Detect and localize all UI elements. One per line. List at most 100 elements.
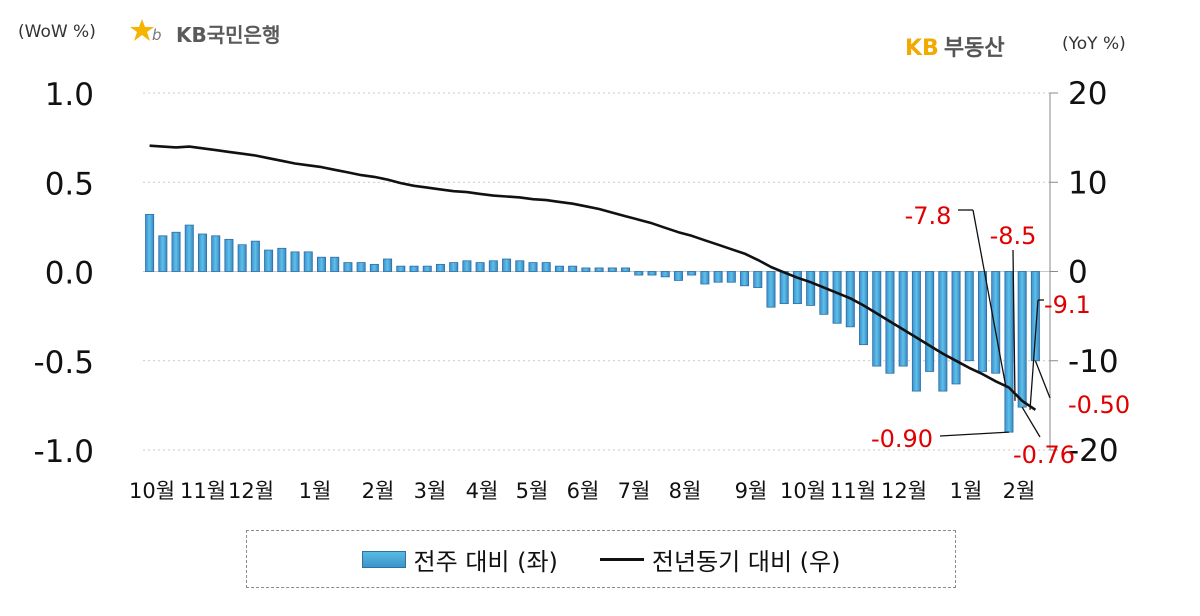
- bar: [264, 249, 274, 272]
- left-tick-label: 1.0: [45, 77, 94, 113]
- bar: [277, 247, 287, 272]
- bar: [422, 265, 432, 272]
- bar: [290, 251, 300, 272]
- bar: [554, 265, 564, 272]
- x-tick-label: 6월: [567, 479, 600, 503]
- x-tick-label: 2월: [1003, 479, 1036, 503]
- bar: [806, 271, 816, 306]
- bar: [766, 271, 776, 308]
- annotation-label: -8.5: [990, 222, 1037, 250]
- bar: [779, 271, 789, 305]
- bar: [356, 262, 366, 272]
- bar: [581, 267, 591, 272]
- bar: [1017, 271, 1027, 408]
- bar: [502, 258, 512, 272]
- bar: [687, 271, 697, 276]
- x-tick-label: 4월: [466, 479, 499, 503]
- annotation-leader: [972, 209, 1007, 388]
- x-tick-label: 11월: [180, 479, 226, 503]
- bar: [951, 271, 961, 385]
- left-tick-label: 0.5: [45, 166, 94, 202]
- annotation-leader: [1034, 360, 1051, 399]
- x-tick-label: 2월: [362, 479, 395, 503]
- x-tick-label: 7월: [618, 479, 651, 503]
- right-tick-label: 10: [1068, 165, 1107, 201]
- svg-text:b: b: [152, 26, 162, 44]
- x-tick-label: 1월: [950, 479, 983, 503]
- annotation-label: -9.1: [1044, 291, 1091, 319]
- annotation-label: -0.76: [1013, 441, 1075, 469]
- annotation-label: -0.50: [1068, 391, 1130, 419]
- bar: [726, 271, 736, 283]
- bank-name: KB국민은행: [176, 22, 281, 47]
- left-tick-label: 0.0: [45, 256, 94, 292]
- right-axis-unit: (YoY %): [1062, 34, 1126, 54]
- annotation-leader: [1021, 406, 1041, 438]
- x-tick-label: 5월: [516, 479, 549, 503]
- bar: [250, 240, 260, 272]
- bar: [369, 263, 379, 272]
- bar: [713, 271, 723, 283]
- bar: [594, 267, 604, 272]
- annotation-leader: [1012, 249, 1016, 401]
- estate-kb: KB: [905, 36, 939, 61]
- legend-line-label: 전년동기 대비 (우): [651, 547, 841, 576]
- bar: [409, 265, 419, 272]
- bar: [211, 235, 221, 272]
- right-tick-label: 0: [1068, 255, 1088, 291]
- bar: [303, 251, 313, 272]
- bar: [1030, 271, 1040, 362]
- bar: [991, 271, 1001, 374]
- bar: [528, 262, 538, 272]
- bar: [819, 271, 829, 315]
- bar: [568, 265, 578, 272]
- bar: [978, 271, 988, 372]
- annotations: -7.8 -8.5 -9.1 -0.50 -0.90 -0.76: [871, 202, 1130, 469]
- x-tick-label: 11월: [830, 479, 876, 503]
- bar: [343, 262, 353, 272]
- bar: [449, 262, 459, 272]
- bar: [435, 263, 445, 272]
- bar: [541, 262, 551, 272]
- kb-estate-logo: KB 부동산: [905, 30, 1005, 62]
- annotation-leader: [1029, 299, 1039, 410]
- bar: [383, 258, 393, 272]
- bar: [660, 271, 670, 278]
- bar: [673, 271, 683, 281]
- legend: 전주 대비 (좌) 전년동기 대비 (우): [246, 530, 956, 588]
- bar: [330, 256, 340, 272]
- annotation-label: -7.8: [905, 202, 952, 230]
- right-tick-label: -20: [1068, 433, 1119, 469]
- x-tick-label: 3월: [414, 479, 447, 503]
- bar: [475, 262, 485, 272]
- estate-name: 부동산: [943, 36, 1005, 61]
- bar: [396, 265, 406, 272]
- bar: [488, 260, 498, 272]
- bar: [224, 238, 234, 272]
- left-axis-unit: (WoW %): [18, 22, 96, 42]
- bar: [158, 235, 168, 272]
- bar: [700, 271, 710, 285]
- right-tick-label: 20: [1068, 76, 1107, 112]
- x-tick-label: 9월: [735, 479, 768, 503]
- bar: [621, 267, 631, 272]
- legend-item-line: 전년동기 대비 (우): [599, 542, 841, 577]
- bar: [316, 256, 326, 272]
- bar: [197, 233, 207, 272]
- bar: [237, 244, 247, 272]
- bar-series: [145, 213, 1040, 433]
- left-tick-label: -1.0: [34, 434, 95, 470]
- left-tick-label: -0.5: [34, 345, 95, 381]
- bar: [792, 271, 802, 305]
- bar: [171, 231, 181, 272]
- yoy-line: [149, 144, 1037, 411]
- bar: [938, 271, 948, 392]
- legend-line-swatch: [599, 557, 644, 561]
- right-tick-label: -10: [1068, 344, 1119, 380]
- bar: [145, 213, 155, 272]
- kb-bank-logo: b KB국민은행: [130, 18, 280, 48]
- x-tick-label: 12월: [228, 479, 274, 503]
- bar: [462, 260, 472, 272]
